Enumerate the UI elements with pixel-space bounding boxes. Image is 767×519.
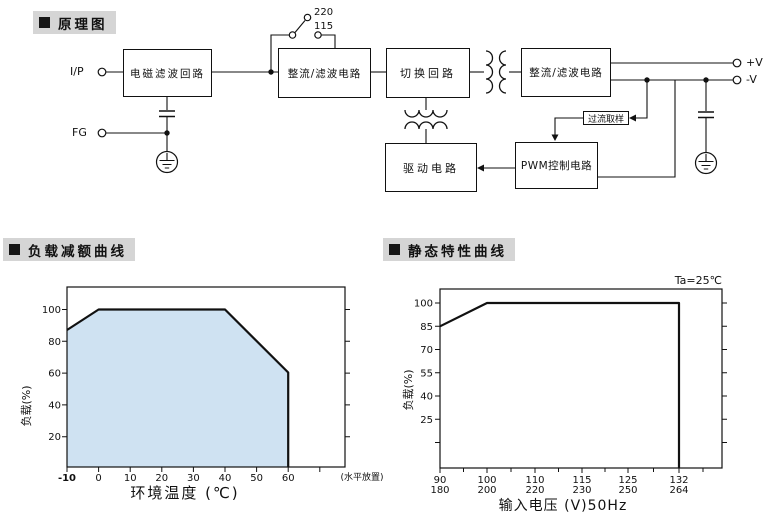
xtick: 250: [618, 485, 637, 496]
header-square-icon: [389, 244, 400, 255]
ytick: 60: [48, 369, 61, 380]
ytick: 80: [48, 337, 61, 348]
temperature-annotation: Ta=25℃: [674, 274, 722, 287]
block-rectifier-filter-2: 整流/滤波电路: [521, 48, 611, 97]
xtick: 125: [618, 475, 637, 486]
input-terminal-icon: [97, 67, 107, 77]
x-tick-labels: -10 0 10 20 30 40 50 60: [58, 473, 295, 484]
block-rectifier-filter-1: 整流/滤波电路: [278, 48, 371, 98]
block-emi-filter: 电磁滤波回路: [123, 49, 212, 97]
ytick: 100: [42, 305, 61, 316]
block-overcurrent-sampling: 过流取样: [583, 111, 629, 125]
schematic-wires: [106, 34, 733, 178]
ytick: 40: [420, 392, 433, 403]
x-tick-labels-row2: 180 200 220 230 250 264: [430, 485, 688, 496]
xtick: 60: [282, 473, 295, 484]
x-axis-label: 输入电压 (V)50Hz: [499, 498, 628, 514]
header-square-icon: [9, 244, 20, 255]
xtick: 132: [669, 475, 688, 486]
section-header-derating: 负载减额曲线: [3, 238, 135, 261]
ytick: 85: [420, 322, 433, 333]
xtick: 115: [572, 475, 591, 486]
xtick: 10: [124, 473, 137, 484]
drive-transformer-icon: [404, 109, 448, 130]
axis-ticks: [435, 302, 727, 473]
xtick: 200: [477, 485, 496, 496]
xtick: 264: [669, 485, 688, 496]
block-driver-circuit: 驱动电路: [385, 143, 477, 192]
vplus-terminal-label: +V: [746, 56, 763, 69]
fg-terminal-icon: [97, 128, 107, 138]
io-terminals: [97, 58, 742, 138]
x-axis-label: 环境温度 (℃): [130, 484, 239, 502]
fg-terminal-label: FG: [72, 126, 87, 139]
xtick: 90: [434, 475, 447, 486]
block-switching-circuit: 切换回路: [386, 48, 470, 98]
vminus-terminal-label: -V: [746, 73, 757, 86]
vminus-terminal-icon: [732, 75, 742, 85]
xtick: 50: [250, 473, 263, 484]
block-pwm-control: PWM控制电路: [515, 142, 598, 189]
y-axis-label: 负载(%): [19, 385, 33, 426]
plot-frame: [66, 286, 346, 468]
y-tick-labels: 100 85 70 55 40 25: [414, 299, 433, 426]
plot-frame: [439, 288, 723, 469]
xtick: 180: [430, 485, 449, 496]
ytick: 100: [414, 299, 433, 310]
main-transformer-icon: [485, 50, 507, 94]
xtick: 20: [155, 473, 168, 484]
y-tick-labels: 100 80 60 40 20: [42, 305, 61, 443]
static-characteristic-chart: 100 85 70 55 40 25 90 100 110 115 125 13…: [401, 274, 727, 514]
vplus-terminal-icon: [732, 58, 742, 68]
section-title: 静态特性曲线: [408, 243, 507, 260]
input-terminal-label: I/P: [70, 65, 84, 78]
xtick: 100: [477, 475, 496, 486]
earth-ground-icon: [155, 150, 179, 174]
capacitor-icon: [698, 111, 714, 119]
voltage-selector-switch-icon: [288, 13, 322, 39]
xtick: 0: [95, 473, 101, 484]
xtick: 230: [572, 485, 591, 496]
ytick: 55: [420, 368, 433, 379]
switch-115-label: 115: [314, 21, 334, 32]
arrowheads: [477, 114, 636, 172]
header-square-icon: [39, 17, 50, 28]
xtick: 40: [219, 473, 232, 484]
switch-220-label: 220: [314, 7, 334, 18]
ytick: 40: [48, 400, 61, 411]
static-curve: [439, 301, 681, 468]
section-title: 原理图: [58, 16, 108, 33]
x-tick-labels-row1: 90 100 110 115 125 132: [434, 475, 689, 486]
y-axis-label: 负载(%): [401, 369, 415, 410]
section-title: 负载减额曲线: [28, 243, 127, 260]
junction-dots: [164, 69, 709, 136]
xtick: -10: [58, 473, 76, 484]
section-header-schematic: 原理图: [33, 11, 116, 34]
xtick: 110: [525, 475, 544, 486]
schematic-diagram: [97, 13, 742, 178]
ytick: 25: [420, 415, 433, 426]
mounting-note: (水平放置): [340, 471, 383, 483]
xtick: 30: [187, 473, 200, 484]
axis-ticks: [62, 309, 350, 472]
earth-ground-icon: [694, 151, 718, 175]
ytick: 70: [420, 345, 433, 356]
derating-chart: 100 80 60 40 20 -10 0 10 20 30 40 50 60 …: [19, 286, 384, 502]
xtick: 220: [525, 485, 544, 496]
derating-area-fill: [67, 309, 289, 467]
ytick: 20: [48, 432, 61, 443]
derating-curve: [66, 308, 290, 467]
capacitor-icon: [159, 110, 175, 118]
section-header-static: 静态特性曲线: [383, 238, 515, 261]
